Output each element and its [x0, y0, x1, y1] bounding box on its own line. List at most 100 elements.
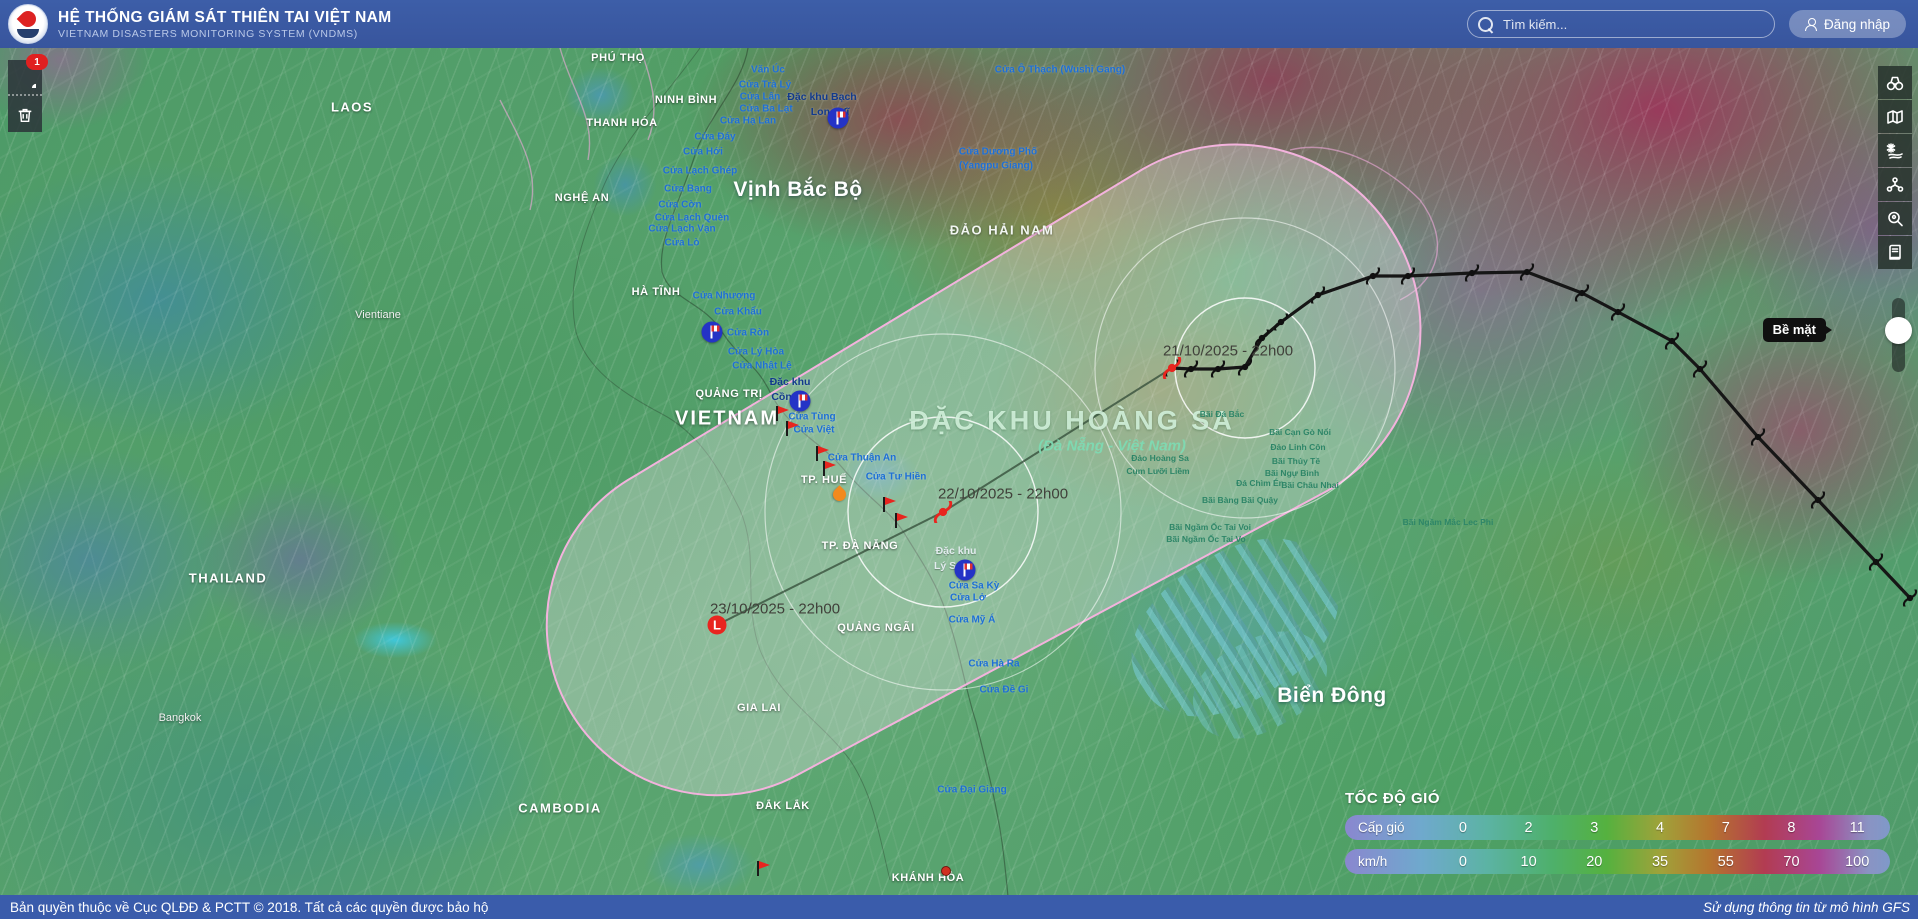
- map-label: Đá Chìm Én: [1236, 478, 1284, 488]
- legend-value: 10: [1520, 853, 1537, 870]
- storm-signal-flag[interactable]: [895, 513, 908, 528]
- map-label: Cửa Ba Lạt: [739, 103, 793, 115]
- station-marker-icon[interactable]: [830, 485, 849, 504]
- map-label: QUẢNG NGÃI: [837, 622, 915, 634]
- storm-signal-flag[interactable]: [786, 421, 799, 436]
- surface-level-label: Bề mặt: [1762, 318, 1833, 342]
- map-label: Bãi Cạn Gò Nổi: [1269, 427, 1331, 437]
- map-label: THAILAND: [188, 570, 268, 586]
- map-label: Cửa Đại Giang: [937, 784, 1007, 796]
- storm-signal-flag[interactable]: [823, 461, 836, 476]
- low-pressure-label: L: [713, 618, 721, 633]
- map-label: Cửa Việt: [793, 424, 835, 436]
- search-box[interactable]: [1466, 10, 1775, 38]
- search-area-button[interactable]: [1878, 202, 1912, 235]
- map-label: Cửa Tư Hiền: [865, 471, 927, 483]
- active-storms-button[interactable]: 1: [8, 54, 48, 94]
- map-label: VIETNAM: [675, 407, 779, 430]
- binoculars-button[interactable]: [1878, 66, 1912, 99]
- clear-layers-button[interactable]: [8, 98, 42, 132]
- copyright-text: Bản quyền thuộc về Cục QLĐĐ & PCTT © 201…: [10, 899, 489, 915]
- map-label: Cửa Lý Hòa: [727, 346, 785, 358]
- legend-row-label: km/h: [1358, 854, 1388, 869]
- map-label: ĐẢO HẢI NAM: [949, 222, 1055, 238]
- legend-value: 20: [1586, 853, 1603, 870]
- map-label: Văn Úc: [751, 64, 785, 76]
- wind-radius-ring: [764, 333, 1122, 691]
- map-label: Cửa Khẩu: [714, 306, 762, 318]
- search-input[interactable]: [1500, 15, 1764, 33]
- map-label: NINH BÌNH: [654, 94, 718, 106]
- map-label: Cửa Hới: [683, 146, 723, 158]
- map-label: CAMBODIA: [518, 800, 602, 816]
- port-warning-signal-icon[interactable]: [701, 321, 723, 343]
- station-dot[interactable]: [941, 866, 951, 876]
- map-label: Bãi Đá Bắc: [1199, 409, 1245, 419]
- vndms-logo-icon: [8, 4, 48, 44]
- login-button[interactable]: Đăng nhập: [1788, 10, 1906, 38]
- map-label: Bãi Ngự Bình: [1264, 468, 1320, 478]
- map-label: Cửa Mỹ Á: [948, 614, 996, 626]
- port-warning-signal-icon[interactable]: [827, 107, 849, 129]
- map-label: Cửa Thuận An: [827, 452, 897, 464]
- legend-value: 4: [1655, 819, 1665, 836]
- stations-network-button[interactable]: [1878, 168, 1912, 201]
- map-label: Cửa Nhượng: [692, 290, 756, 302]
- forecast-time-label: 23/10/2025 - 22h00: [709, 600, 841, 618]
- map-label: Cửa Lò: [664, 237, 700, 249]
- forecast-cone: [545, 143, 1422, 797]
- map-label: TP. ĐÀ NẴNG: [821, 540, 899, 552]
- legend-scale-bar: km/h 0 10 20 35 55 70 100: [1345, 849, 1890, 874]
- forecast-time-label: 21/10/2025 - 22h00: [1162, 342, 1294, 360]
- weather-layers-button[interactable]: [1878, 134, 1912, 167]
- legend-value: 11: [1849, 819, 1865, 836]
- map-label: Cửa Nhật Lệ: [732, 360, 792, 372]
- report-book-button[interactable]: [1878, 236, 1912, 269]
- legend-value: 8: [1787, 819, 1796, 836]
- map-label: PHÚ THỌ: [591, 52, 645, 64]
- port-warning-signal-icon[interactable]: [789, 390, 811, 412]
- legend-value: 2: [1524, 819, 1533, 836]
- map-label: NGHỆ AN: [554, 192, 610, 204]
- user-icon: [1804, 18, 1817, 31]
- map-label: Cửa Lân: [739, 91, 781, 103]
- map-label: LAOS: [330, 99, 374, 115]
- legend-value: 35: [1651, 853, 1669, 870]
- storm-signal-flag[interactable]: [816, 446, 829, 461]
- map-label: Bãi Ngầm Ốc Tai Voi: [1169, 522, 1251, 532]
- low-pressure-marker[interactable]: [707, 615, 727, 635]
- surface-toggle-knob[interactable]: [1885, 317, 1912, 344]
- map-label: Cửa Lở: [949, 592, 987, 604]
- map-label: Vịnh Bắc Bộ: [733, 178, 863, 201]
- vietnam-coastline: [660, 47, 1011, 919]
- map-label: Đặc khu Bạch: [787, 91, 857, 103]
- toolbar-divider: [8, 94, 42, 98]
- legend-title: TỐC ĐỘ GIÓ: [1345, 790, 1440, 807]
- map-label: Đặc khu: [769, 376, 811, 388]
- map-label: Cửa Lạch Vạn: [648, 223, 716, 235]
- map-label: Bãi Bàng Bãi Quậy: [1201, 495, 1279, 505]
- map-label: HÀ TĨNH: [631, 286, 681, 298]
- map-label: GIA LAI: [736, 702, 782, 714]
- map-label: (Yangpu Giang): [959, 160, 1033, 172]
- storm-signal-flag[interactable]: [757, 861, 770, 876]
- map-label: Cửa Hà Ra: [968, 658, 1020, 670]
- map-label: Cửa Đáy: [694, 131, 736, 143]
- legend-value: 100: [1845, 853, 1870, 870]
- storm-signal-flag[interactable]: [883, 497, 896, 512]
- wind-radius-ring: [1094, 217, 1396, 519]
- map-label: Cửa Ròn: [726, 327, 770, 339]
- storm-signal-flag[interactable]: [776, 406, 789, 421]
- map-layers-button[interactable]: [1878, 100, 1912, 133]
- port-warning-signal-icon[interactable]: [954, 559, 976, 581]
- legend-value: 7: [1721, 819, 1730, 836]
- legend-value: 0: [1458, 819, 1467, 836]
- search-icon: [1477, 16, 1493, 32]
- legend-value: 70: [1783, 853, 1800, 870]
- map-label: Bangkok: [158, 712, 202, 724]
- map-label: Cửa Dương Phố: [958, 146, 1038, 158]
